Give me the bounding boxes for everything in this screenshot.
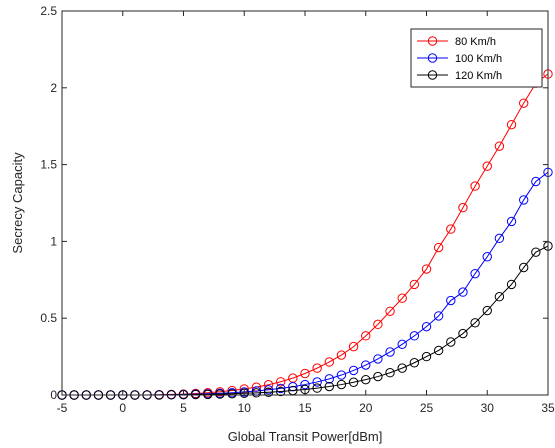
x-tick-label: 25 [420, 401, 434, 415]
x-tick-label: 0 [119, 401, 126, 415]
x-tick-label: 30 [481, 401, 495, 415]
x-tick-label: 20 [359, 401, 373, 415]
y-tick-label: 0.5 [40, 311, 57, 325]
y-tick-label: 2 [50, 81, 57, 95]
legend-label: 120 Km/h [455, 70, 502, 82]
x-tick-label: 15 [298, 401, 312, 415]
x-tick-label: 10 [238, 401, 252, 415]
x-tick-label: 35 [541, 401, 555, 415]
x-tick-label: -5 [57, 401, 68, 415]
plot-area [58, 70, 552, 399]
series-2 [58, 242, 552, 399]
x-axis-label: Global Transit Power[dBm] [228, 429, 383, 444]
y-tick-label: 1 [50, 234, 57, 248]
series-line-2 [62, 246, 548, 395]
legend-label: 80 Km/h [455, 36, 496, 48]
y-tick-label: 2.5 [40, 4, 57, 18]
series-line-0 [62, 74, 548, 395]
legend-label: 100 Km/h [455, 53, 502, 65]
y-tick-label: 1.5 [40, 158, 57, 172]
series-0 [58, 70, 552, 399]
series-1 [58, 168, 552, 399]
series-line-1 [62, 172, 548, 395]
y-tick-label: 0 [50, 388, 57, 402]
legend: 80 Km/h 100 Km/h 120 Km/h [411, 29, 542, 87]
y-axis-label: Secrecy Capacity [10, 152, 25, 254]
x-tick-label: 5 [180, 401, 187, 415]
